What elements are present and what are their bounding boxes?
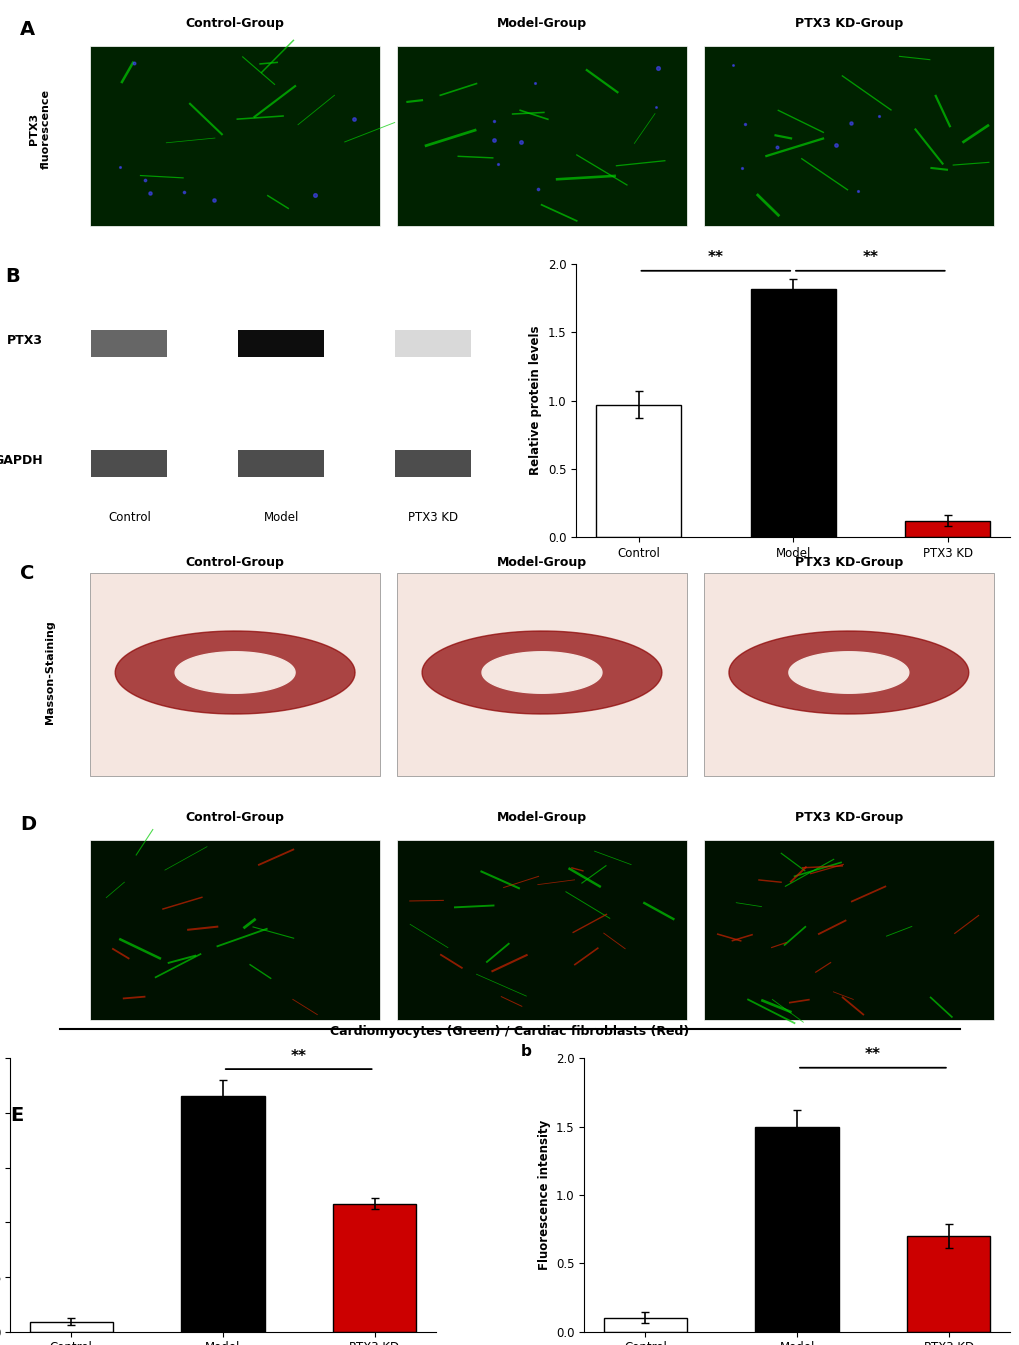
Text: A: A bbox=[20, 20, 36, 39]
Text: b: b bbox=[520, 1045, 531, 1060]
Text: B: B bbox=[5, 266, 19, 285]
Text: Control-Group: Control-Group bbox=[185, 16, 284, 30]
Bar bbox=[237, 330, 324, 356]
Bar bbox=[703, 841, 993, 1020]
Text: **: ** bbox=[864, 1048, 880, 1063]
Text: Cardiomyocytes (Green) / Cardiac fibroblasts (Red): Cardiomyocytes (Green) / Cardiac fibrobl… bbox=[330, 1025, 689, 1038]
Bar bbox=[332, 1204, 416, 1332]
Text: Control: Control bbox=[108, 511, 151, 523]
Text: GAPDH: GAPDH bbox=[0, 455, 43, 467]
Bar bbox=[92, 449, 167, 477]
Text: C: C bbox=[20, 564, 35, 584]
Text: Control-Group: Control-Group bbox=[185, 811, 284, 823]
Bar bbox=[703, 573, 993, 776]
Polygon shape bbox=[115, 631, 355, 714]
Text: Control-Group: Control-Group bbox=[185, 555, 284, 569]
Text: Model-Group: Model-Group bbox=[496, 555, 587, 569]
Polygon shape bbox=[482, 652, 601, 693]
Polygon shape bbox=[729, 631, 968, 714]
Bar bbox=[750, 289, 835, 538]
Text: **: ** bbox=[707, 250, 723, 265]
Text: Model: Model bbox=[263, 511, 299, 523]
Bar bbox=[906, 1236, 989, 1332]
Polygon shape bbox=[422, 631, 661, 714]
Text: D: D bbox=[20, 815, 37, 834]
Text: PTX3 KD-Group: PTX3 KD-Group bbox=[794, 555, 902, 569]
Bar bbox=[755, 1127, 838, 1332]
Text: PTX3 KD: PTX3 KD bbox=[408, 511, 458, 523]
Text: PTX3 KD-Group: PTX3 KD-Group bbox=[794, 811, 902, 823]
Text: PTX3 KD-Group: PTX3 KD-Group bbox=[794, 16, 902, 30]
Y-axis label: Fluorescence intensity: Fluorescence intensity bbox=[537, 1120, 550, 1270]
Text: **: ** bbox=[290, 1049, 307, 1064]
Text: **: ** bbox=[861, 250, 877, 265]
Text: E: E bbox=[10, 1106, 23, 1124]
Bar bbox=[396, 841, 686, 1020]
Y-axis label: Relative protein levels: Relative protein levels bbox=[529, 325, 542, 475]
Bar bbox=[703, 46, 993, 226]
Bar bbox=[30, 1322, 113, 1332]
Bar bbox=[237, 449, 324, 477]
Bar bbox=[396, 46, 686, 226]
Bar bbox=[904, 521, 989, 538]
Polygon shape bbox=[175, 652, 294, 693]
Bar bbox=[90, 46, 380, 226]
Polygon shape bbox=[788, 652, 908, 693]
Text: Model-Group: Model-Group bbox=[496, 811, 587, 823]
Bar bbox=[394, 330, 470, 356]
Text: Model-Group: Model-Group bbox=[496, 16, 587, 30]
Bar bbox=[92, 330, 167, 356]
Text: PTX3
fluorescence: PTX3 fluorescence bbox=[30, 89, 51, 168]
Text: PTX3: PTX3 bbox=[7, 334, 43, 347]
Bar bbox=[90, 841, 380, 1020]
Bar bbox=[90, 573, 380, 776]
Text: Masson-Staining: Masson-Staining bbox=[45, 620, 55, 725]
Bar bbox=[181, 1096, 264, 1332]
Bar bbox=[603, 1318, 687, 1332]
Bar bbox=[394, 449, 470, 477]
Bar bbox=[595, 405, 681, 538]
Bar bbox=[396, 573, 686, 776]
